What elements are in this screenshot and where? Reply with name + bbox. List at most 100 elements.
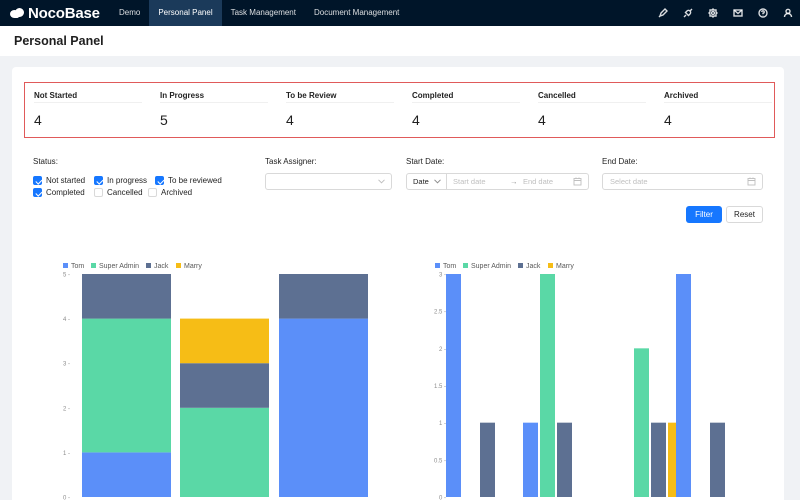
bar-super-admin [180, 407, 269, 497]
stat-value: 4 [664, 112, 672, 128]
legend-marker [176, 263, 181, 268]
bar-jack [651, 422, 666, 497]
app-logo[interactable]: NocoBase [0, 0, 110, 26]
start-date-label: Start Date: [406, 157, 445, 166]
plugin-icon[interactable] [675, 0, 700, 26]
reset-button[interactable]: Reset [726, 206, 763, 223]
bar-jack [180, 363, 269, 408]
content-card: Not Started 4 In Progress 5 To be Review… [12, 67, 784, 500]
checkbox-label: Completed [46, 188, 85, 197]
logo-text: NocoBase [28, 4, 100, 22]
legend-marker [518, 263, 523, 268]
divider [538, 102, 646, 103]
user-icon[interactable] [775, 0, 800, 26]
checkbox-completed[interactable]: Completed [33, 188, 85, 197]
checkbox-box[interactable] [94, 176, 103, 185]
chevron-down-icon [434, 179, 441, 184]
legend-marker [548, 263, 553, 268]
checkbox-label: To be reviewed [168, 176, 222, 185]
end-date-input[interactable]: End date [523, 177, 554, 186]
menu-item-document-management[interactable]: Document Management [313, 8, 400, 17]
y-tick-label: 1.5 - [434, 384, 446, 390]
start-date-input[interactable]: Start date [453, 177, 486, 186]
checkbox-label: Not started [46, 176, 86, 185]
y-tick-label: 1 - [63, 451, 70, 457]
bar-marry [180, 318, 269, 364]
divider [664, 102, 772, 103]
legend-marker [463, 263, 468, 268]
y-tick-label: 4 - [63, 317, 70, 323]
date-type-value: Date [413, 177, 429, 186]
legend-label: Jack [154, 263, 169, 270]
legend-label: Marry [556, 263, 574, 270]
bar-jack [279, 274, 368, 319]
stat-label: To be Review [286, 91, 337, 100]
divider [160, 102, 268, 103]
y-tick-label: 2.5 - [434, 310, 446, 316]
checkbox-in-progress[interactable]: In progress [94, 176, 147, 185]
stacked-bar-chart: Tom Super Admin Jack Marry 0 - 1 - 2 - 3 - 4 - 5 … [63, 263, 368, 500]
start-date-range-picker[interactable]: Date Start date → End date [406, 173, 589, 190]
chevron-down-icon [378, 179, 385, 184]
legend-label: Super Admin [471, 263, 511, 270]
bar-jack [710, 422, 725, 497]
checkbox-box[interactable] [148, 188, 157, 197]
mail-icon[interactable] [725, 0, 750, 26]
y-tick-label: 0 - [63, 496, 70, 500]
checkbox-label: Archived [161, 188, 193, 197]
y-tick-label: 2 - [63, 406, 70, 412]
date-type-select[interactable]: Date [407, 174, 447, 189]
settings-icon[interactable] [700, 0, 725, 26]
checkbox-to-be-reviewed[interactable]: To be reviewed [155, 176, 222, 185]
checkbox-box[interactable] [33, 188, 42, 197]
stat-value: 4 [286, 112, 294, 128]
bar-jack [480, 422, 495, 497]
y-tick-label: 0 - [439, 496, 446, 500]
stat-label: In Progress [160, 91, 205, 100]
end-date-placeholder: Select date [610, 177, 648, 186]
menu-item-demo[interactable]: Demo [119, 8, 141, 17]
legend-label: Jack [526, 263, 541, 270]
bar-tom [446, 274, 461, 497]
calendar-icon [747, 177, 756, 186]
stat-value: 5 [160, 112, 168, 128]
page-header: Personal Panel [0, 26, 800, 56]
legend-label: Tom [443, 263, 456, 270]
top-nav-bar: NocoBase Demo Personal Panel Task Manage… [0, 0, 800, 26]
status-statistics: Not Started 4 In Progress 5 To be Review… [24, 82, 775, 138]
checkbox-box[interactable] [33, 176, 42, 185]
stat-label: Archived [664, 91, 699, 100]
menu-item-personal-panel[interactable]: Personal Panel [149, 0, 222, 26]
y-tick-label: 3 - [63, 362, 70, 368]
help-icon[interactable] [750, 0, 775, 26]
stat-value: 4 [538, 112, 546, 128]
divider [286, 102, 394, 103]
task-assigner-select[interactable] [265, 173, 392, 190]
stat-label: Not Started [34, 91, 78, 100]
checkbox-label: In progress [107, 176, 148, 185]
legend-marker [91, 263, 96, 268]
task-assigner-label: Task Assigner: [265, 157, 317, 166]
y-tick-label: 5 - [63, 273, 70, 279]
grouped-bar-chart: Tom Super Admin Jack Marry 0 - 0.5 - 1 - 1.5 - 2… [434, 263, 725, 500]
end-date-picker[interactable]: Select date [602, 173, 763, 190]
menu-item-task-management[interactable]: Task Management [230, 8, 296, 17]
end-date-label: End Date: [602, 157, 638, 166]
checkbox-archived[interactable]: Archived [148, 188, 192, 197]
legend-label: Super Admin [99, 263, 139, 270]
bar-tom [279, 318, 368, 497]
checkbox-not-started[interactable]: Not started [33, 176, 85, 185]
filter-button[interactable]: Filter [686, 206, 722, 223]
legend-label: Marry [184, 263, 202, 270]
checkbox-box[interactable] [155, 176, 164, 185]
stat-value: 4 [34, 112, 42, 128]
checkbox-box[interactable] [94, 188, 103, 197]
calendar-icon [573, 177, 582, 186]
checkbox-cancelled[interactable]: Cancelled [94, 188, 143, 197]
legend-marker [63, 263, 68, 268]
stat-label: Completed [412, 91, 454, 100]
y-tick-label: 3 - [439, 273, 446, 279]
status-label: Status: [33, 157, 58, 166]
pen-icon[interactable] [650, 0, 675, 26]
bar-tom [82, 452, 171, 497]
